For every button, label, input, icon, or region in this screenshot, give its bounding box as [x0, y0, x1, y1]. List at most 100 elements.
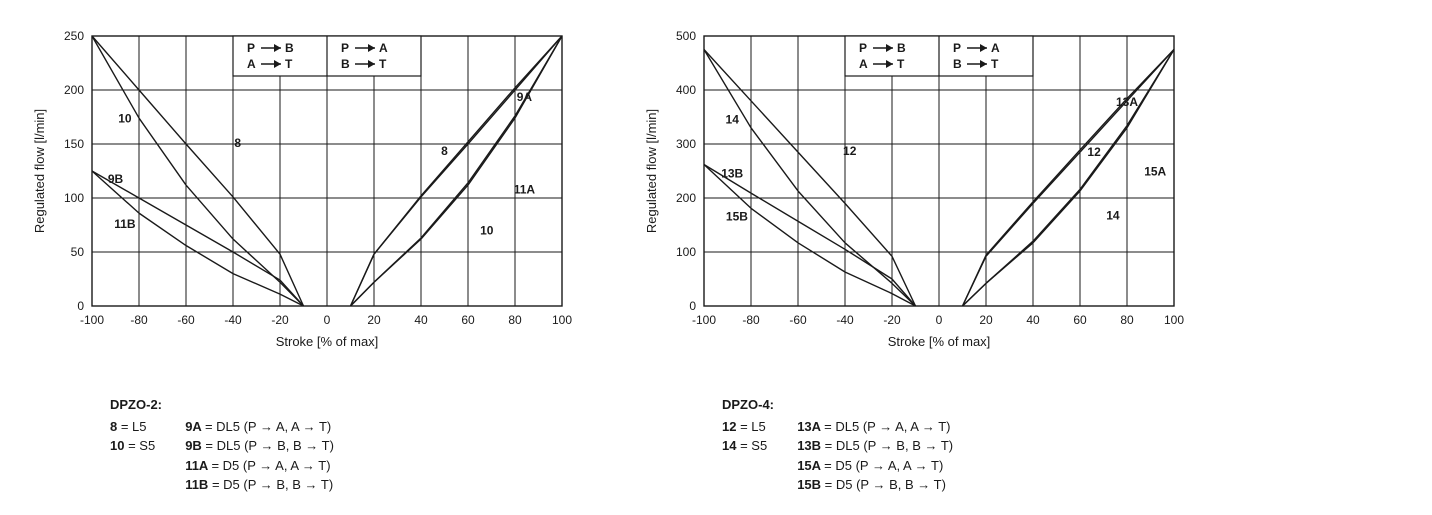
legend-key: 8 [110, 419, 121, 434]
legend-key: 14 [722, 438, 740, 453]
y-tick-label: 400 [676, 83, 696, 97]
legend-value: = DL5 (P → B, B → T) [205, 438, 333, 453]
curve-label-12_left: 12 [843, 144, 857, 158]
legend-row: 11A = D5 (P → A, A → T) [110, 456, 340, 476]
legend-cell: 13B = DL5 (P → B, B → T) [797, 436, 959, 456]
y-tick-label: 100 [64, 191, 84, 205]
curve-label-9A: 9A [517, 90, 533, 104]
legend-value: = DL5 (P → A, A → T) [824, 419, 950, 434]
chart-svg-wrap: 8109B11B89A1011A-100-80-60-40-2002040608… [20, 20, 572, 387]
legend-cell [722, 456, 773, 476]
svg-text:A: A [379, 41, 388, 55]
y-tick-label: 150 [64, 137, 84, 151]
x-tick-label: 60 [461, 313, 475, 327]
legend-dpzo2: DPZO-2:8 = L59A = DL5 (P → A, A → T)10 =… [110, 395, 572, 495]
curve-label-14_right: 14 [1106, 209, 1120, 223]
legend-spacer [773, 475, 797, 495]
svg-text:B: B [897, 41, 906, 55]
legend-cell: 13A = DL5 (P → A, A → T) [797, 417, 959, 437]
legend-key: 11A [185, 458, 211, 473]
x-tick-label: -40 [224, 313, 242, 327]
legend-key: 13A [797, 419, 824, 434]
curve-label-15B: 15B [726, 210, 748, 224]
legend-row: 15B = D5 (P → B, B → T) [722, 475, 959, 495]
y-tick-label: 300 [676, 137, 696, 151]
legend-dpzo4: DPZO-4:12 = L513A = DL5 (P → A, A → T)14… [722, 395, 1184, 495]
curve-label-10_right: 10 [480, 224, 494, 238]
chart-dpzo2: 8109B11B89A1011A-100-80-60-40-2002040608… [20, 20, 572, 384]
legend-value: = DL5 (P → A, A → T) [205, 419, 331, 434]
y-tick-label: 200 [64, 83, 84, 97]
y-axis-label: Regulated flow [l/min] [32, 109, 47, 233]
legend-key: 12 [722, 419, 740, 434]
legend-value: = S5 [740, 438, 767, 453]
legend-value: = L5 [121, 419, 147, 434]
curve-label-9B: 9B [108, 172, 124, 186]
x-tick-label: 0 [324, 313, 331, 327]
x-tick-label: 20 [367, 313, 381, 327]
legend-cell: 15A = D5 (P → A, A → T) [797, 456, 959, 476]
svg-text:B: B [285, 41, 294, 55]
curve-label-11A: 11A [514, 183, 536, 197]
x-tick-label: 40 [1026, 313, 1040, 327]
svg-text:B: B [953, 57, 962, 71]
curve-label-15A: 15A [1144, 164, 1166, 178]
legend-cell: 14 = S5 [722, 436, 773, 456]
legend-spacer [773, 436, 797, 456]
legend-value: = L5 [740, 419, 766, 434]
legend-table: 8 = L59A = DL5 (P → A, A → T)10 = S59B =… [110, 417, 340, 495]
legend-cell: 11A = D5 (P → A, A → T) [185, 456, 340, 476]
legend-row: 14 = S5 13B = DL5 (P → B, B → T) [722, 436, 959, 456]
svg-text:A: A [859, 57, 868, 71]
legend-spacer [773, 417, 797, 437]
legend-row: 12 = L5 13A = DL5 (P → A, A → T) [722, 417, 959, 437]
y-axis-label: Regulated flow [l/min] [644, 109, 659, 233]
x-tick-label: -80 [742, 313, 760, 327]
legend-key: 11B [185, 477, 212, 492]
curve-label-11B: 11B [114, 217, 136, 231]
y-tick-label: 200 [676, 191, 696, 205]
svg-text:B: B [341, 57, 350, 71]
y-tick-label: 0 [77, 299, 84, 313]
x-axis-label: Stroke [% of max] [888, 334, 991, 349]
x-tick-label: -20 [883, 313, 901, 327]
legend-value: = S5 [128, 438, 155, 453]
x-tick-label: 80 [1120, 313, 1134, 327]
curve-label-14_left: 14 [726, 112, 740, 126]
legend-value: = D5 (P → B, B → T) [825, 477, 946, 492]
y-tick-label: 50 [71, 245, 85, 259]
x-tick-label: -60 [177, 313, 195, 327]
legend-row: 10 = S59B = DL5 (P → B, B → T) [110, 436, 340, 456]
legend-cell: 12 = L5 [722, 417, 773, 437]
legend-title: DPZO-2: [110, 395, 572, 415]
curve-label-10_left: 10 [118, 111, 132, 125]
chart-dpzo4: 121413B15B1213A1415A-100-80-60-40-200204… [632, 20, 1184, 384]
legend-key: 15A [797, 458, 824, 473]
svg-text:P: P [859, 41, 867, 55]
legend-cell: 11B = D5 (P → B, B → T) [185, 475, 340, 495]
legend-value: = DL5 (P → B, B → T) [825, 438, 953, 453]
svg-text:P: P [247, 41, 255, 55]
x-tick-label: 0 [936, 313, 943, 327]
svg-text:T: T [285, 57, 293, 71]
x-tick-label: -20 [271, 313, 289, 327]
legend-row: 8 = L5 9A = DL5 (P → A, A → T) [110, 417, 340, 437]
curve-label-8_right: 8 [441, 144, 448, 158]
svg-text:P: P [953, 41, 961, 55]
svg-text:P: P [341, 41, 349, 55]
legend-spacer [161, 417, 185, 437]
legend-cell: 15B = D5 (P → B, B → T) [797, 475, 959, 495]
legend-cell [110, 456, 161, 476]
svg-text:A: A [247, 57, 256, 71]
legend-spacer [161, 456, 185, 476]
legend-spacer [161, 436, 185, 456]
legend-key: 9A [185, 419, 205, 434]
x-tick-label: 100 [552, 313, 572, 327]
legend-value: = D5 (P → A, A → T) [211, 458, 330, 473]
curve-label-12_right: 12 [1087, 145, 1101, 159]
x-tick-label: 20 [979, 313, 993, 327]
legend-key: 13B [797, 438, 824, 453]
x-tick-label: -60 [789, 313, 807, 327]
legend-key: 9B [185, 438, 205, 453]
legend-row: 11B = D5 (P → B, B → T) [110, 475, 340, 495]
